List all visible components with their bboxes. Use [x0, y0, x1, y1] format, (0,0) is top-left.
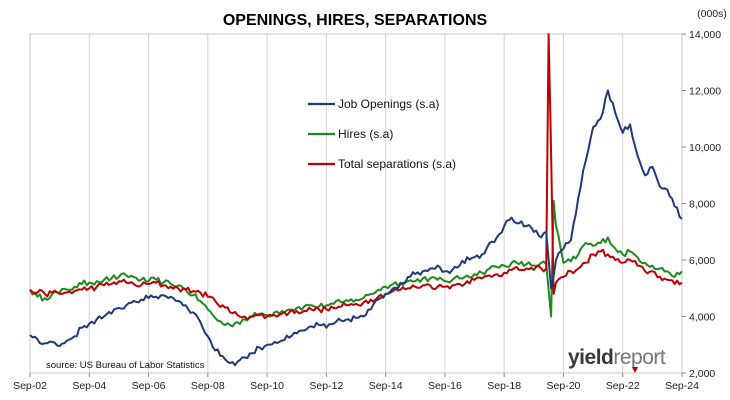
- y-tick-label: 10,000: [689, 142, 721, 154]
- legend-label-hires: Hires (s.a): [338, 127, 393, 141]
- svg-text:yieldreport: yieldreport: [568, 346, 666, 369]
- y-tick-label: 8,000: [689, 199, 715, 211]
- x-tick-label: Sep-14: [369, 380, 403, 392]
- y-axis: 2,000 4,000 6,000 8,000 10,000 12,000 14,000: [682, 29, 721, 380]
- y-tick-label: 2,000: [689, 368, 715, 380]
- hires-series-line: [29, 199, 683, 328]
- x-tick-label: Sep-18: [487, 380, 521, 392]
- x-tick-label: Sep-20: [547, 380, 581, 392]
- x-tick-label: Sep-22: [606, 380, 640, 392]
- chart-title: OPENINGS, HIRES, SEPARATIONS: [223, 12, 488, 29]
- legend: Job Openings (s.a) Hires (s.a) Total separ…: [308, 97, 456, 171]
- x-tick-label: Sep-24: [665, 380, 699, 392]
- y-tick-label: 12,000: [689, 86, 721, 98]
- job-openings-series-line: [29, 89, 683, 367]
- x-tick-label: Sep-12: [309, 380, 343, 392]
- x-tick-label: Sep-16: [428, 380, 462, 392]
- logo-marker-icon: [632, 367, 638, 373]
- y-unit-label: (000s): [697, 8, 727, 20]
- source-note: source: US Bureau of Labor Statistics: [46, 360, 205, 371]
- x-tick-label: Sep-10: [250, 380, 284, 392]
- x-tick-label: Sep-04: [72, 380, 106, 392]
- y-tick-label: 4,000: [689, 312, 715, 324]
- total-separations-series-line: [29, 33, 683, 321]
- yieldreport-logo: yieldreport: [568, 346, 666, 373]
- x-tick-label: Sep-02: [13, 380, 47, 392]
- x-tick-label: Sep-08: [191, 380, 225, 392]
- y-tick-label: 14,000: [689, 29, 721, 41]
- gridlines: [88, 34, 624, 373]
- legend-label-job-openings: Job Openings (s.a): [338, 97, 439, 111]
- logo-part-yield: yield: [568, 346, 613, 369]
- x-axis: Sep-02 Sep-04 Sep-06 Sep-08 Sep-10 Sep-12 Sep-…: [13, 373, 699, 392]
- legend-label-total-separations: Total separations (s.a): [338, 157, 456, 171]
- y-tick-label: 6,000: [689, 255, 715, 267]
- series-lines: [29, 33, 683, 367]
- x-tick-label: Sep-06: [132, 380, 166, 392]
- logo-part-report: report: [613, 346, 666, 369]
